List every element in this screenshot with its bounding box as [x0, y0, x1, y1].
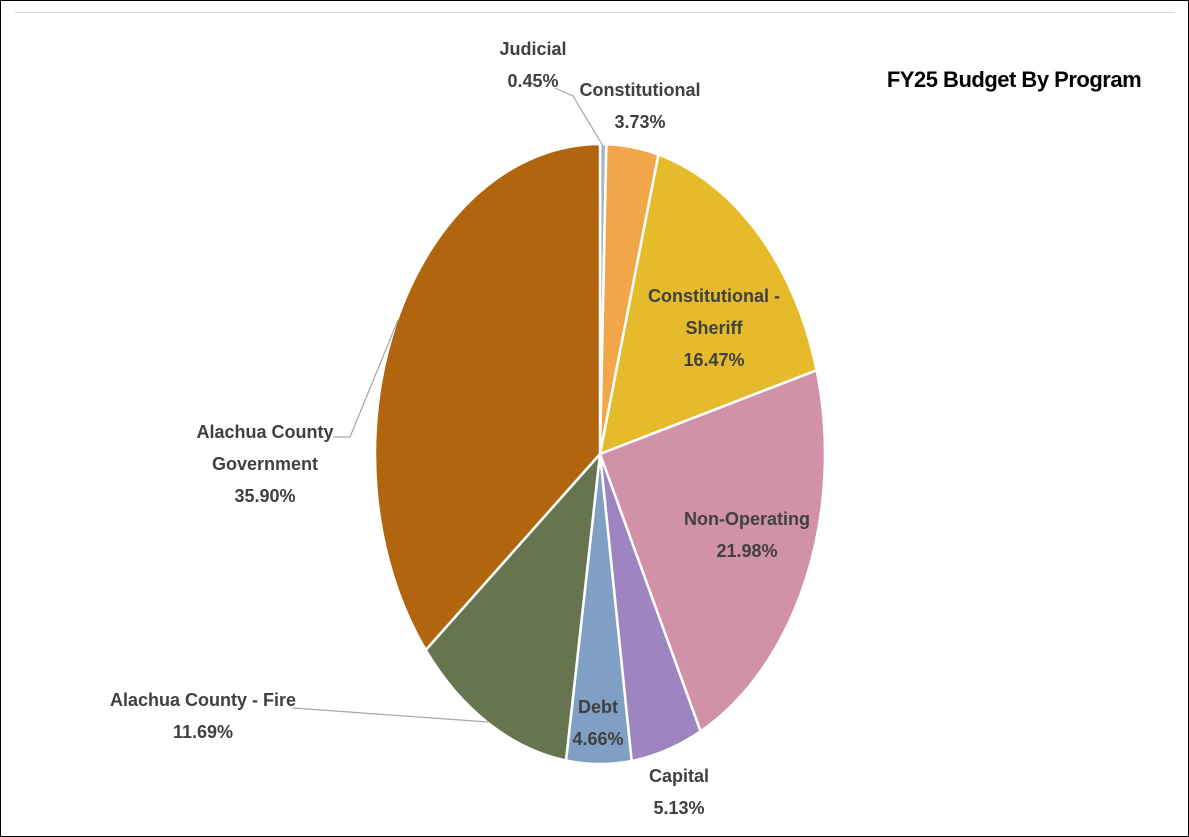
leader-line-alachua-county-fire [292, 707, 489, 723]
data-label-name-alachua-county-fire: Alachua County - Fire [110, 690, 296, 710]
top-divider [15, 12, 1175, 13]
data-label-name-non-operating: Non-Operating [684, 509, 810, 529]
leader-lines [292, 87, 604, 723]
data-label-name-debt: Debt [578, 697, 618, 717]
leader-line-alachua-county-government [333, 319, 399, 438]
data-label-name-judicial: Judicial [499, 39, 566, 59]
data-label-value-judicial: 0.45% [507, 71, 558, 91]
data-label-value-alachua-county-fire: 11.69% [173, 722, 233, 742]
data-label-value-alachua-county-government: 35.90% [234, 486, 295, 506]
pie-slice-alachua-county-government [373, 142, 602, 652]
data-labels: Judicial 0.45% Constitutional 3.73% Constitu… [110, 39, 810, 818]
data-label-name-constitutional: Constitutional [580, 80, 701, 100]
data-label-value-constitutional-sheriff: 16.47% [683, 350, 744, 370]
data-label-value-non-operating: 21.98% [716, 541, 777, 561]
leader-line-judicial [554, 87, 604, 147]
chart-title: FY25 Budget By Program [886, 67, 1142, 92]
data-label-value-debt: 4.66% [572, 729, 623, 749]
pie-slice-constitutional-sheriff [598, 153, 818, 456]
data-label-name-constitutional-sheriff: Sheriff [685, 318, 743, 338]
pie-slice-alachua-county-fire [424, 452, 602, 762]
data-label-name-alachua-county-government: Government [212, 454, 318, 474]
data-label-value-capital: 5.13% [653, 798, 704, 818]
pie-slices [373, 142, 827, 766]
data-label-name-constitutional-sheriff: Constitutional - [648, 286, 780, 306]
data-label-name-alachua-county-government: Alachua County [196, 422, 333, 442]
data-label-value-constitutional: 3.73% [614, 112, 665, 132]
pie-slice-non-operating [598, 369, 827, 733]
data-label-name-capital: Capital [649, 766, 709, 786]
